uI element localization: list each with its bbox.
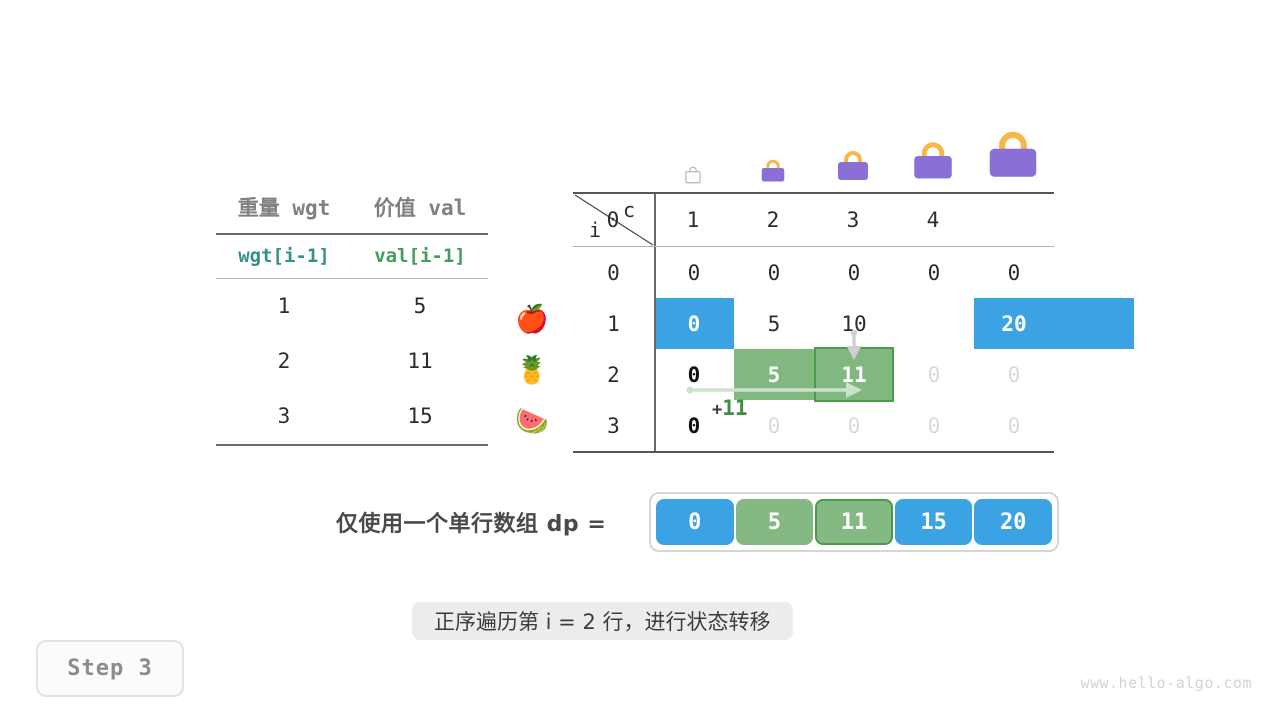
dp-array-container: 0 5 11 15 20: [649, 492, 1059, 552]
wv-row-3: 3 15: [216, 389, 488, 444]
matrix-cell-1-3: 15: [921, 311, 947, 336]
matrix-header-row: c i 0 1 2 3 4: [573, 194, 1054, 246]
bag-icon-4: [973, 124, 1053, 186]
matrix-cell-2-3: 0: [927, 362, 941, 387]
wv-divider-top: [216, 233, 488, 235]
matrix-vline-r1: [654, 298, 656, 349]
matrix-col-header-0: 0: [606, 208, 620, 232]
wv-header-row: 重量 wgt 价值 val: [216, 192, 488, 233]
matrix-col-header-2: 2: [766, 208, 780, 232]
dp-array-label: 仅使用一个单行数组 dp =: [336, 512, 607, 537]
matrix-row-header-2: 2: [607, 362, 620, 387]
fruit-icon-column: 🍎 🍍 🍉: [508, 294, 556, 447]
wv-header-wgt: 重量 wgt: [237, 196, 331, 220]
watermark: www.hello-algo.com: [1080, 674, 1252, 692]
matrix-vline-header: [654, 194, 656, 246]
matrix-header-divider: [573, 246, 1054, 247]
wv-wgt-3: 3: [277, 404, 291, 428]
matrix-row-0: 0 0 0 0 0 0: [573, 247, 1054, 298]
dp-cell-0[interactable]: 0: [656, 499, 734, 545]
matrix-corner-col-label: c: [623, 198, 636, 222]
matrix-cell-0-4: 0: [1007, 260, 1021, 285]
matrix-cell-3-0: 0: [687, 413, 701, 438]
matrix-vline-r3: [654, 400, 656, 451]
dp-matrix: c i 0 1 2 3 4 0 0 0 0 0 0 1 0 5 10 15 20…: [573, 192, 1134, 453]
matrix-vline-r2: [654, 349, 656, 400]
bag-icon-1: [733, 156, 813, 186]
matrix-cell-3-3: 0: [927, 413, 941, 438]
dp-cell-4[interactable]: 20: [974, 499, 1052, 545]
delta-plus-sign: +: [712, 400, 723, 420]
highlight-blue-r1-c0: [654, 298, 734, 349]
delta-value: 11: [722, 396, 748, 420]
matrix-corner-cell: c i: [573, 194, 654, 246]
matrix-cell-2-4: 0: [1007, 362, 1021, 387]
matrix-row-header-1: 1: [607, 311, 620, 336]
matrix-col-header-4: 4: [926, 208, 940, 232]
matrix-row-header-3: 3: [607, 413, 620, 438]
matrix-cell-3-4: 0: [1007, 413, 1021, 438]
wv-subheader-row: wgt[i-1] val[i-1]: [216, 235, 488, 278]
wv-divider-bottom: [216, 444, 488, 446]
matrix-cell-1-1: 5: [767, 311, 781, 336]
wv-divider-mid: [216, 278, 488, 279]
matrix-cell-1-2: 10: [841, 311, 867, 336]
bag-icon-2: [813, 146, 893, 186]
caption-banner: 正序遍历第 i = 2 行，进行状态转移: [412, 602, 793, 640]
wv-wgt-2: 2: [277, 349, 291, 373]
watermelon-icon: 🍉: [515, 406, 549, 437]
matrix-col-header-1: 1: [686, 208, 700, 232]
matrix-cell-1-4: 20: [1001, 311, 1027, 336]
dp-cell-2[interactable]: 11: [815, 499, 893, 545]
matrix-cell-2-0: 0: [687, 362, 701, 387]
wv-val-1: 5: [413, 294, 427, 318]
matrix-cell-3-1: 0: [767, 413, 781, 438]
matrix-cell-3-2: 0: [847, 413, 861, 438]
wv-subheader-val: val[i-1]: [374, 245, 466, 267]
matrix-vline-r0: [654, 247, 656, 298]
wv-wgt-1: 1: [277, 294, 291, 318]
matrix-row-3: 3 0 0 0 0 0: [573, 400, 1054, 451]
matrix-border-bottom: [573, 451, 1054, 453]
matrix-cell-0-0: 0: [687, 260, 701, 285]
step-badge-text: Step 3: [67, 656, 153, 681]
wv-val-3: 15: [407, 404, 433, 428]
transition-delta-annotation: +11: [712, 396, 748, 420]
highlight-blue-r1-c3c4: [974, 298, 1134, 349]
bag-icon-0: [653, 164, 733, 186]
pineapple-icon: 🍍: [515, 355, 549, 386]
wv-row-2: 2 11: [216, 334, 488, 389]
wv-row-1: 1 5: [216, 279, 488, 334]
weight-value-table: 重量 wgt 价值 val wgt[i-1] val[i-1] 1 5 2 11…: [216, 192, 488, 446]
wv-subheader-wgt: wgt[i-1]: [238, 245, 330, 267]
matrix-cell-0-2: 0: [847, 260, 861, 285]
matrix-cell-0-1: 0: [767, 260, 781, 285]
matrix-cell-1-0: 0: [687, 311, 701, 336]
bag-capacity-icons: [653, 118, 1053, 186]
apple-icon: 🍎: [515, 304, 549, 335]
matrix-col-header-3: 3: [846, 208, 860, 232]
matrix-row-1: 1 0 5 10 15 20: [573, 298, 1134, 349]
matrix-row-header-0: 0: [607, 260, 620, 285]
matrix-border-top: [573, 192, 1054, 194]
caption-text: 正序遍历第 i = 2 行，进行状态转移: [434, 610, 771, 634]
step-badge: Step 3: [36, 640, 184, 697]
matrix-corner-row-label: i: [589, 218, 602, 242]
wv-val-2: 11: [407, 349, 433, 373]
dp-cell-3[interactable]: 15: [894, 499, 973, 545]
bag-icon-3: [893, 136, 973, 186]
wv-header-val: 价值 val: [373, 196, 467, 220]
matrix-cell-2-2: 11: [841, 362, 867, 387]
matrix-cell-2-1: 5: [767, 362, 781, 387]
dp-cell-1[interactable]: 5: [735, 499, 814, 545]
matrix-cell-0-3: 0: [927, 260, 941, 285]
matrix-row-2: 2 0 5 11 0 0: [573, 347, 1054, 402]
